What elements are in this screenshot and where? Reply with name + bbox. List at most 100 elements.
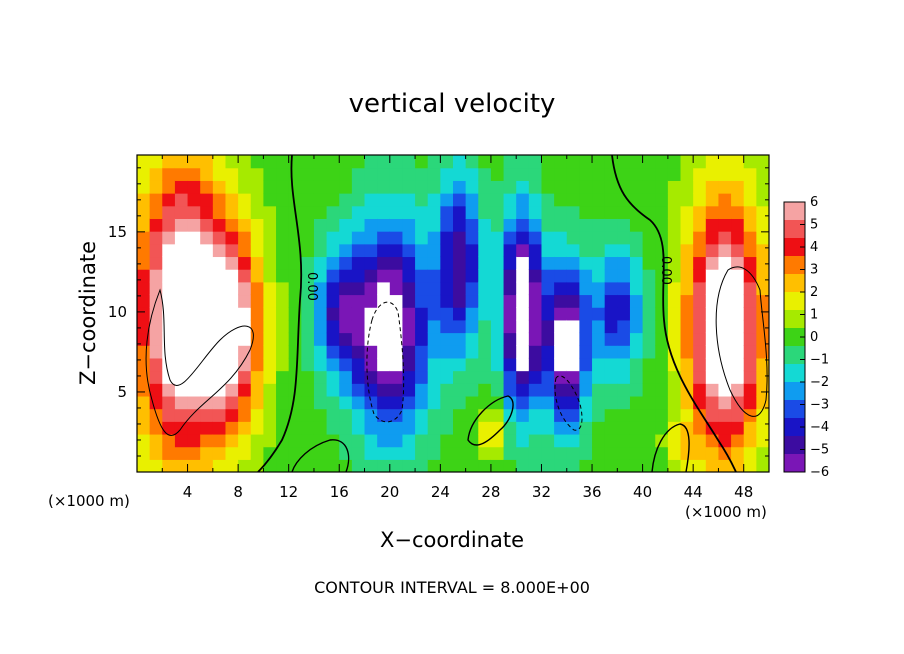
heatmap-cell xyxy=(313,243,328,258)
heatmap-cell xyxy=(440,167,454,181)
heatmap-cell xyxy=(718,243,732,258)
heatmap-cell xyxy=(339,256,353,270)
x-tick-label: 40 xyxy=(633,483,652,501)
heatmap-cell xyxy=(162,243,176,258)
heatmap-cell xyxy=(756,193,769,207)
heatmap-cell xyxy=(351,281,366,296)
heatmap-cell xyxy=(680,345,694,359)
heatmap-cell xyxy=(225,205,239,219)
heatmap-cell xyxy=(503,180,517,194)
heatmap-cell xyxy=(364,459,378,472)
heatmap-cell xyxy=(705,332,720,346)
heatmap-cell xyxy=(313,281,328,296)
heatmap-cell xyxy=(288,345,302,359)
heatmap-cell xyxy=(402,281,416,296)
contour-lines xyxy=(145,155,768,472)
heatmap-cell xyxy=(528,408,543,422)
heatmap-cell xyxy=(667,256,682,270)
heatmap-cell xyxy=(453,294,467,308)
heatmap-cell xyxy=(680,281,694,296)
heatmap-cell xyxy=(516,231,530,245)
heatmap-cell xyxy=(250,231,264,245)
heatmap-cell xyxy=(174,345,189,359)
heatmap-cell xyxy=(465,446,479,460)
heatmap-cell xyxy=(743,307,757,321)
heatmap-cell xyxy=(617,421,631,435)
heatmap-cell xyxy=(743,370,757,384)
heatmap-cell xyxy=(402,421,416,435)
heatmap-cell xyxy=(149,357,163,372)
heatmap-cell xyxy=(339,408,353,422)
heatmap-cell xyxy=(629,193,644,207)
heatmap-cell xyxy=(693,433,707,448)
heatmap-cell xyxy=(313,180,328,194)
heatmap-cell xyxy=(339,459,353,472)
heatmap-cell xyxy=(313,345,328,359)
heatmap-cell xyxy=(238,243,252,258)
heatmap-cell xyxy=(718,218,732,232)
heatmap-cell xyxy=(680,180,694,194)
heatmap-cell xyxy=(326,243,340,258)
heatmap-cell xyxy=(465,193,479,207)
heatmap-cell xyxy=(604,332,618,346)
contour-downdraft-dashed-2 xyxy=(554,375,583,431)
heatmap-cell xyxy=(731,345,745,359)
heatmap-cell xyxy=(162,459,176,472)
heatmap-cell xyxy=(263,256,277,270)
heatmap-cell xyxy=(693,205,707,219)
heatmap-cell xyxy=(402,433,416,448)
colorbar-swatch xyxy=(784,220,805,239)
heatmap-cell xyxy=(490,383,505,397)
heatmap-cell xyxy=(364,269,378,283)
heatmap-cell xyxy=(541,357,555,372)
heatmap-cell xyxy=(288,193,302,207)
heatmap-cell xyxy=(756,446,769,460)
heatmap-cell xyxy=(415,421,429,435)
heatmap-cell xyxy=(478,395,492,410)
heatmap-cell xyxy=(276,193,290,207)
heatmap-cell xyxy=(225,294,239,308)
heatmap-cell xyxy=(642,193,656,207)
heatmap-cell xyxy=(705,383,720,397)
heatmap-cell xyxy=(364,446,378,460)
heatmap-cell xyxy=(149,383,163,397)
heatmap-cell xyxy=(402,370,416,384)
heatmap-cell xyxy=(276,345,290,359)
heatmap-cell xyxy=(389,319,404,334)
heatmap-cell xyxy=(490,294,505,308)
heatmap-cell xyxy=(528,180,543,194)
heatmap-cell xyxy=(402,459,416,472)
heatmap-cell xyxy=(313,231,328,245)
heatmap-cell xyxy=(377,332,391,346)
heatmap-cell xyxy=(566,269,580,283)
heatmap-cell xyxy=(516,459,530,472)
heatmap-cell xyxy=(642,383,656,397)
heatmap-cell xyxy=(313,167,328,181)
heatmap-cell xyxy=(516,281,530,296)
heatmap-cell xyxy=(225,269,239,283)
heatmap-cell xyxy=(263,421,277,435)
heatmap-cell xyxy=(718,459,732,472)
heatmap-cell xyxy=(351,357,366,372)
heatmap-cell xyxy=(389,357,404,372)
heatmap-cell xyxy=(389,256,404,270)
heatmap-cell xyxy=(187,459,201,472)
heatmap-cell xyxy=(642,433,656,448)
heatmap-cell xyxy=(162,433,176,448)
heatmap-cell xyxy=(238,205,252,219)
heatmap-cell xyxy=(629,281,644,296)
heatmap-cell xyxy=(566,446,580,460)
heatmap-cell xyxy=(137,433,151,448)
colorbar-swatch xyxy=(784,310,805,329)
heatmap-cell xyxy=(263,294,277,308)
heatmap-cell xyxy=(301,269,315,283)
heatmap-cell xyxy=(389,218,404,232)
heatmap-cell xyxy=(465,408,479,422)
heatmap-cell xyxy=(440,243,454,258)
contour-downdraft-dashed-1 xyxy=(366,301,405,423)
heatmap-cell xyxy=(680,433,694,448)
heatmap-cell xyxy=(225,155,239,169)
heatmap-cell xyxy=(541,433,555,448)
heatmap-cell xyxy=(693,307,707,321)
heatmap-cell xyxy=(149,332,163,346)
